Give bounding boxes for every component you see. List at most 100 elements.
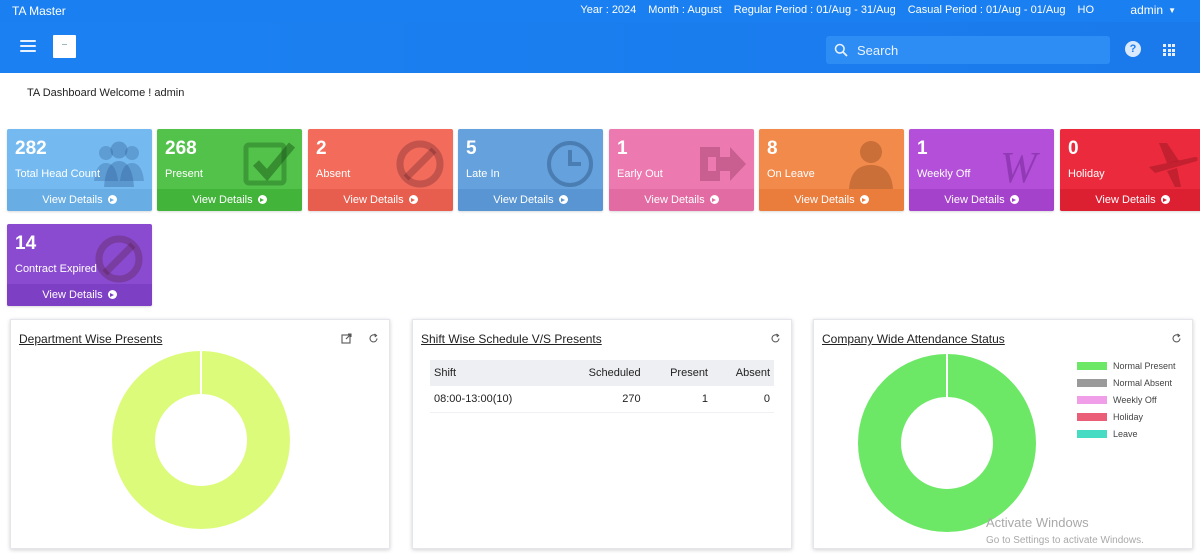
view-details-link[interactable]: View Details bbox=[458, 189, 603, 211]
legend-item[interactable]: Weekly Off bbox=[1077, 391, 1176, 408]
legend-swatch bbox=[1077, 412, 1107, 421]
year-info: Year : 2024 bbox=[580, 4, 637, 16]
casual-period-info: Casual Period : 01/Aug - 01/Aug bbox=[907, 4, 1066, 16]
view-details-label: View Details bbox=[944, 194, 1005, 206]
table-cell: 270 bbox=[556, 386, 645, 413]
view-details-label: View Details bbox=[343, 194, 404, 206]
tile-label: Holiday bbox=[1068, 168, 1105, 180]
legend-swatch bbox=[1077, 378, 1107, 387]
tile-label: Present bbox=[165, 168, 203, 180]
arrow-circle-right-icon bbox=[408, 195, 418, 204]
summary-tile-on-leave[interactable]: 8 On Leave View Details bbox=[759, 129, 904, 211]
clock-icon bbox=[543, 137, 597, 191]
exit-icon bbox=[694, 137, 748, 191]
table-cell: 08:00-13:00(10) bbox=[430, 386, 557, 413]
caret-down-icon: ▼ bbox=[1168, 5, 1176, 15]
tile-value: 14 bbox=[15, 233, 37, 254]
legend-item[interactable]: Normal Present bbox=[1077, 357, 1176, 374]
summary-tile-absent[interactable]: 2 Absent View Details bbox=[308, 129, 453, 211]
month-info: Month : August bbox=[648, 4, 722, 16]
apps-grid-icon[interactable] bbox=[1163, 44, 1175, 56]
watermark-subtitle: Go to Settings to activate Windows. bbox=[986, 535, 1144, 546]
summary-tile-holiday[interactable]: 0 Holiday View Details bbox=[1060, 129, 1200, 211]
windows-watermark: Activate Windows Go to Settings to activ… bbox=[986, 515, 1144, 546]
tile-label: Contract Expired bbox=[15, 263, 97, 275]
location-info: HO bbox=[1077, 4, 1095, 16]
arrow-circle-right-icon bbox=[859, 195, 869, 204]
app-header: ? bbox=[0, 22, 1200, 73]
view-details-label: View Details bbox=[192, 194, 253, 206]
external-link-icon[interactable] bbox=[341, 331, 352, 344]
department-donut-chart bbox=[112, 351, 290, 529]
legend-label: Weekly Off bbox=[1113, 394, 1157, 405]
regular-period-info: Regular Period : 01/Aug - 31/Aug bbox=[733, 4, 896, 16]
arrow-circle-right-icon bbox=[257, 195, 267, 204]
column-header: Present bbox=[644, 360, 712, 386]
company-donut-chart bbox=[858, 354, 1036, 532]
search-icon bbox=[834, 43, 848, 57]
panel-tools bbox=[1171, 331, 1182, 343]
tile-value: 1 bbox=[617, 138, 628, 159]
company-panel: Company Wide Attendance Status Normal Pr… bbox=[813, 319, 1193, 549]
view-details-link[interactable]: View Details bbox=[7, 284, 152, 306]
view-details-link[interactable]: View Details bbox=[1060, 189, 1200, 211]
tile-value: 1 bbox=[917, 138, 928, 159]
refresh-icon[interactable] bbox=[368, 331, 379, 343]
refresh-icon[interactable] bbox=[1171, 331, 1182, 343]
column-header: Absent bbox=[712, 360, 774, 386]
app-logo[interactable] bbox=[53, 35, 76, 58]
view-details-link[interactable]: View Details bbox=[909, 189, 1054, 211]
view-details-link[interactable]: View Details bbox=[157, 189, 302, 211]
view-details-label: View Details bbox=[794, 194, 855, 206]
tile-value: 268 bbox=[165, 138, 197, 159]
legend-item[interactable]: Leave bbox=[1077, 425, 1176, 442]
user-name: admin bbox=[1130, 3, 1164, 17]
table-cell: 1 bbox=[644, 386, 712, 413]
airplane-icon bbox=[1145, 137, 1199, 191]
view-details-label: View Details bbox=[42, 194, 103, 206]
user-menu[interactable]: admin ▼ bbox=[1130, 3, 1176, 17]
view-details-link[interactable]: View Details bbox=[759, 189, 904, 211]
search-box bbox=[826, 36, 1110, 64]
view-details-link[interactable]: View Details bbox=[7, 189, 152, 211]
summary-tile-contract-expired[interactable]: 14 Contract Expired View Details bbox=[7, 224, 152, 306]
table-header-row: Shift Scheduled Present Absent bbox=[430, 360, 774, 386]
top-info-bar: TA Master Year : 2024 Month : August Reg… bbox=[0, 0, 1200, 22]
summary-tile-total-head-count[interactable]: 282 Total Head Count View Details bbox=[7, 129, 152, 211]
summary-tile-late-in[interactable]: 5 Late In View Details bbox=[458, 129, 603, 211]
table-cell: 0 bbox=[712, 386, 774, 413]
legend-label: Holiday bbox=[1113, 411, 1144, 422]
arrow-circle-right-icon bbox=[558, 195, 568, 204]
view-details-link[interactable]: View Details bbox=[308, 189, 453, 211]
help-icon[interactable]: ? bbox=[1125, 41, 1141, 57]
legend-swatch bbox=[1077, 361, 1107, 370]
department-panel: Department Wise Presents bbox=[10, 319, 390, 549]
column-header: Scheduled bbox=[556, 360, 645, 386]
legend-swatch bbox=[1077, 429, 1107, 438]
table-row: 08:00-13:00(10) 270 1 0 bbox=[430, 386, 774, 413]
summary-tile-present[interactable]: 268 Present View Details bbox=[157, 129, 302, 211]
tile-label: Late In bbox=[466, 168, 500, 180]
legend-item[interactable]: Normal Absent bbox=[1077, 374, 1176, 391]
summary-tile-weekly-off[interactable]: W 1 Weekly Off View Details bbox=[909, 129, 1054, 211]
view-details-label: View Details bbox=[493, 194, 554, 206]
watermark-title: Activate Windows bbox=[986, 515, 1089, 530]
legend-label: Leave bbox=[1113, 428, 1138, 439]
search-input[interactable] bbox=[857, 42, 1097, 58]
period-info: Year : 2024 Month : August Regular Perio… bbox=[580, 4, 1094, 16]
menu-icon[interactable] bbox=[20, 40, 36, 52]
legend-label: Normal Present bbox=[1113, 360, 1176, 371]
summary-tile-early-out[interactable]: 1 Early Out View Details bbox=[609, 129, 754, 211]
tile-value: 282 bbox=[15, 138, 47, 159]
panel-tools bbox=[770, 331, 781, 343]
shift-table: Shift Scheduled Present Absent 08:00-13:… bbox=[430, 360, 774, 413]
refresh-icon[interactable] bbox=[770, 331, 781, 343]
legend-swatch bbox=[1077, 395, 1107, 404]
checkbox-icon bbox=[242, 137, 296, 191]
arrow-circle-right-icon bbox=[1009, 195, 1019, 204]
view-details-label: View Details bbox=[1095, 194, 1156, 206]
ban-icon bbox=[393, 137, 447, 191]
arrow-circle-right-icon bbox=[107, 290, 117, 299]
legend-item[interactable]: Holiday bbox=[1077, 408, 1176, 425]
view-details-link[interactable]: View Details bbox=[609, 189, 754, 211]
